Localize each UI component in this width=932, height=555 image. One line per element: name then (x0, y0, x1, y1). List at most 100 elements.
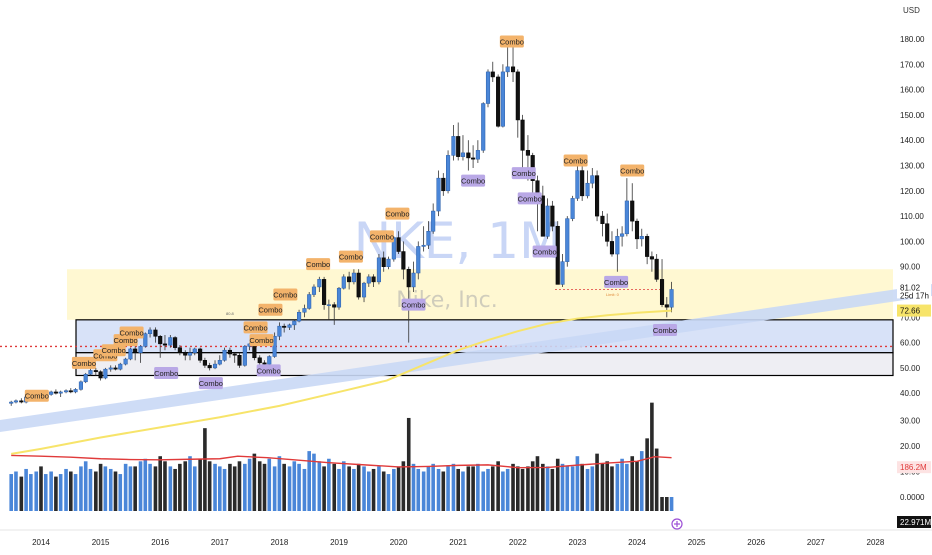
volume-bar (327, 458, 331, 511)
candle-body (525, 150, 530, 156)
candle-body (600, 215, 605, 224)
volume-bar (118, 474, 123, 511)
candle-body (212, 363, 218, 369)
volume-bar (292, 461, 297, 511)
candle-body (471, 157, 476, 160)
combo-label-text: Combo (461, 177, 485, 186)
volume-bar (620, 458, 624, 511)
price-moving-average (11, 309, 672, 455)
volume-bar (665, 497, 669, 511)
candle-body (460, 152, 466, 157)
candle-body (222, 349, 227, 361)
combo-bull-label: Combo (243, 321, 268, 334)
candle-body (192, 348, 197, 353)
candle-body (436, 177, 441, 212)
candle-body (381, 257, 386, 267)
candle-body (654, 258, 659, 280)
candle-body (267, 356, 272, 365)
candle-body (307, 294, 312, 309)
volume-bar (426, 466, 431, 511)
candle-body (620, 233, 625, 237)
combo-bull-label: Combo (249, 334, 274, 347)
volume-bar (123, 463, 128, 511)
candle-body (242, 346, 247, 366)
volume-bar (341, 461, 346, 511)
x-tick-label: 2024 (628, 538, 646, 547)
candle-body (341, 276, 346, 289)
candle-body (297, 311, 302, 322)
volume-bar (352, 468, 356, 511)
volume-bar (456, 468, 460, 511)
combo-bear-label: Combo (653, 323, 677, 336)
volume-bar (69, 471, 73, 511)
candle-body (118, 363, 123, 370)
candle-body (148, 329, 153, 334)
combo-bull-label: Combo (339, 250, 363, 263)
combo-bull-label: Combo (273, 288, 297, 301)
volume-bar (580, 463, 584, 511)
volume-bar (218, 466, 222, 511)
combo-bull-label: Combo (500, 35, 524, 48)
combo-label-box (249, 334, 274, 347)
zones-layer (0, 269, 894, 377)
x-tick-label: 2025 (688, 538, 706, 547)
volume-bar (530, 461, 535, 511)
y-tick-label: 160.00 (900, 86, 925, 95)
volume-bar (615, 463, 620, 511)
volume-bar (143, 458, 148, 511)
volume-bar (58, 474, 63, 511)
combo-label-text: Combo (518, 194, 542, 203)
combo-label-text: Combo (273, 291, 297, 300)
volume-bar (138, 461, 143, 511)
candle-body (406, 268, 411, 288)
volume-bar (252, 453, 257, 511)
candle-body (187, 352, 193, 356)
ma-price-badge: 72.66 (897, 304, 931, 317)
candle-body (475, 150, 480, 160)
y-tick-label: 50.00 (900, 364, 921, 373)
volume-bar (322, 466, 326, 511)
candle-body (545, 205, 550, 237)
volume-bar (277, 456, 282, 511)
volume-bar (476, 463, 480, 511)
volume-bar (550, 468, 555, 511)
volume-badge: 22.971M (897, 516, 931, 528)
candle-body (227, 349, 232, 355)
candle-body (311, 286, 317, 295)
volume-bar (645, 438, 649, 511)
combo-label-box (71, 356, 96, 369)
combo-label-box (620, 164, 645, 177)
candle-body (585, 182, 590, 197)
candle-body (143, 333, 148, 347)
candle-body (173, 337, 178, 348)
add-indicator-icon[interactable] (671, 518, 683, 530)
candle-body (426, 231, 431, 246)
volume-bar (505, 468, 510, 511)
volume-tick-label: 0.0000 (900, 493, 925, 502)
candle-body (361, 282, 367, 298)
x-tick-label: 2018 (271, 538, 289, 547)
volume-bar (526, 466, 530, 511)
volume-bar (178, 463, 182, 511)
volume-bar (654, 448, 659, 511)
volume-bar (362, 466, 366, 511)
volume-bar (431, 463, 435, 511)
volume-ma-badge: 186.2M (897, 461, 931, 474)
volume-bar (575, 456, 580, 511)
combo-label-box (243, 321, 268, 334)
candle-body (347, 276, 352, 283)
volume-bar (203, 428, 207, 511)
candle-body (63, 390, 69, 393)
candle-body (332, 304, 337, 308)
combo-label-box (517, 192, 542, 205)
volume-bar (262, 463, 267, 511)
volume-bar (173, 468, 177, 511)
volume-bar (192, 466, 197, 511)
candle-body (292, 320, 297, 326)
volume-bar (128, 466, 133, 511)
volume-ma-badge-text: 186.2M (900, 463, 927, 472)
candle-body (272, 336, 277, 357)
combo-label-text: Combo (512, 169, 536, 178)
volume-bar (535, 456, 540, 511)
